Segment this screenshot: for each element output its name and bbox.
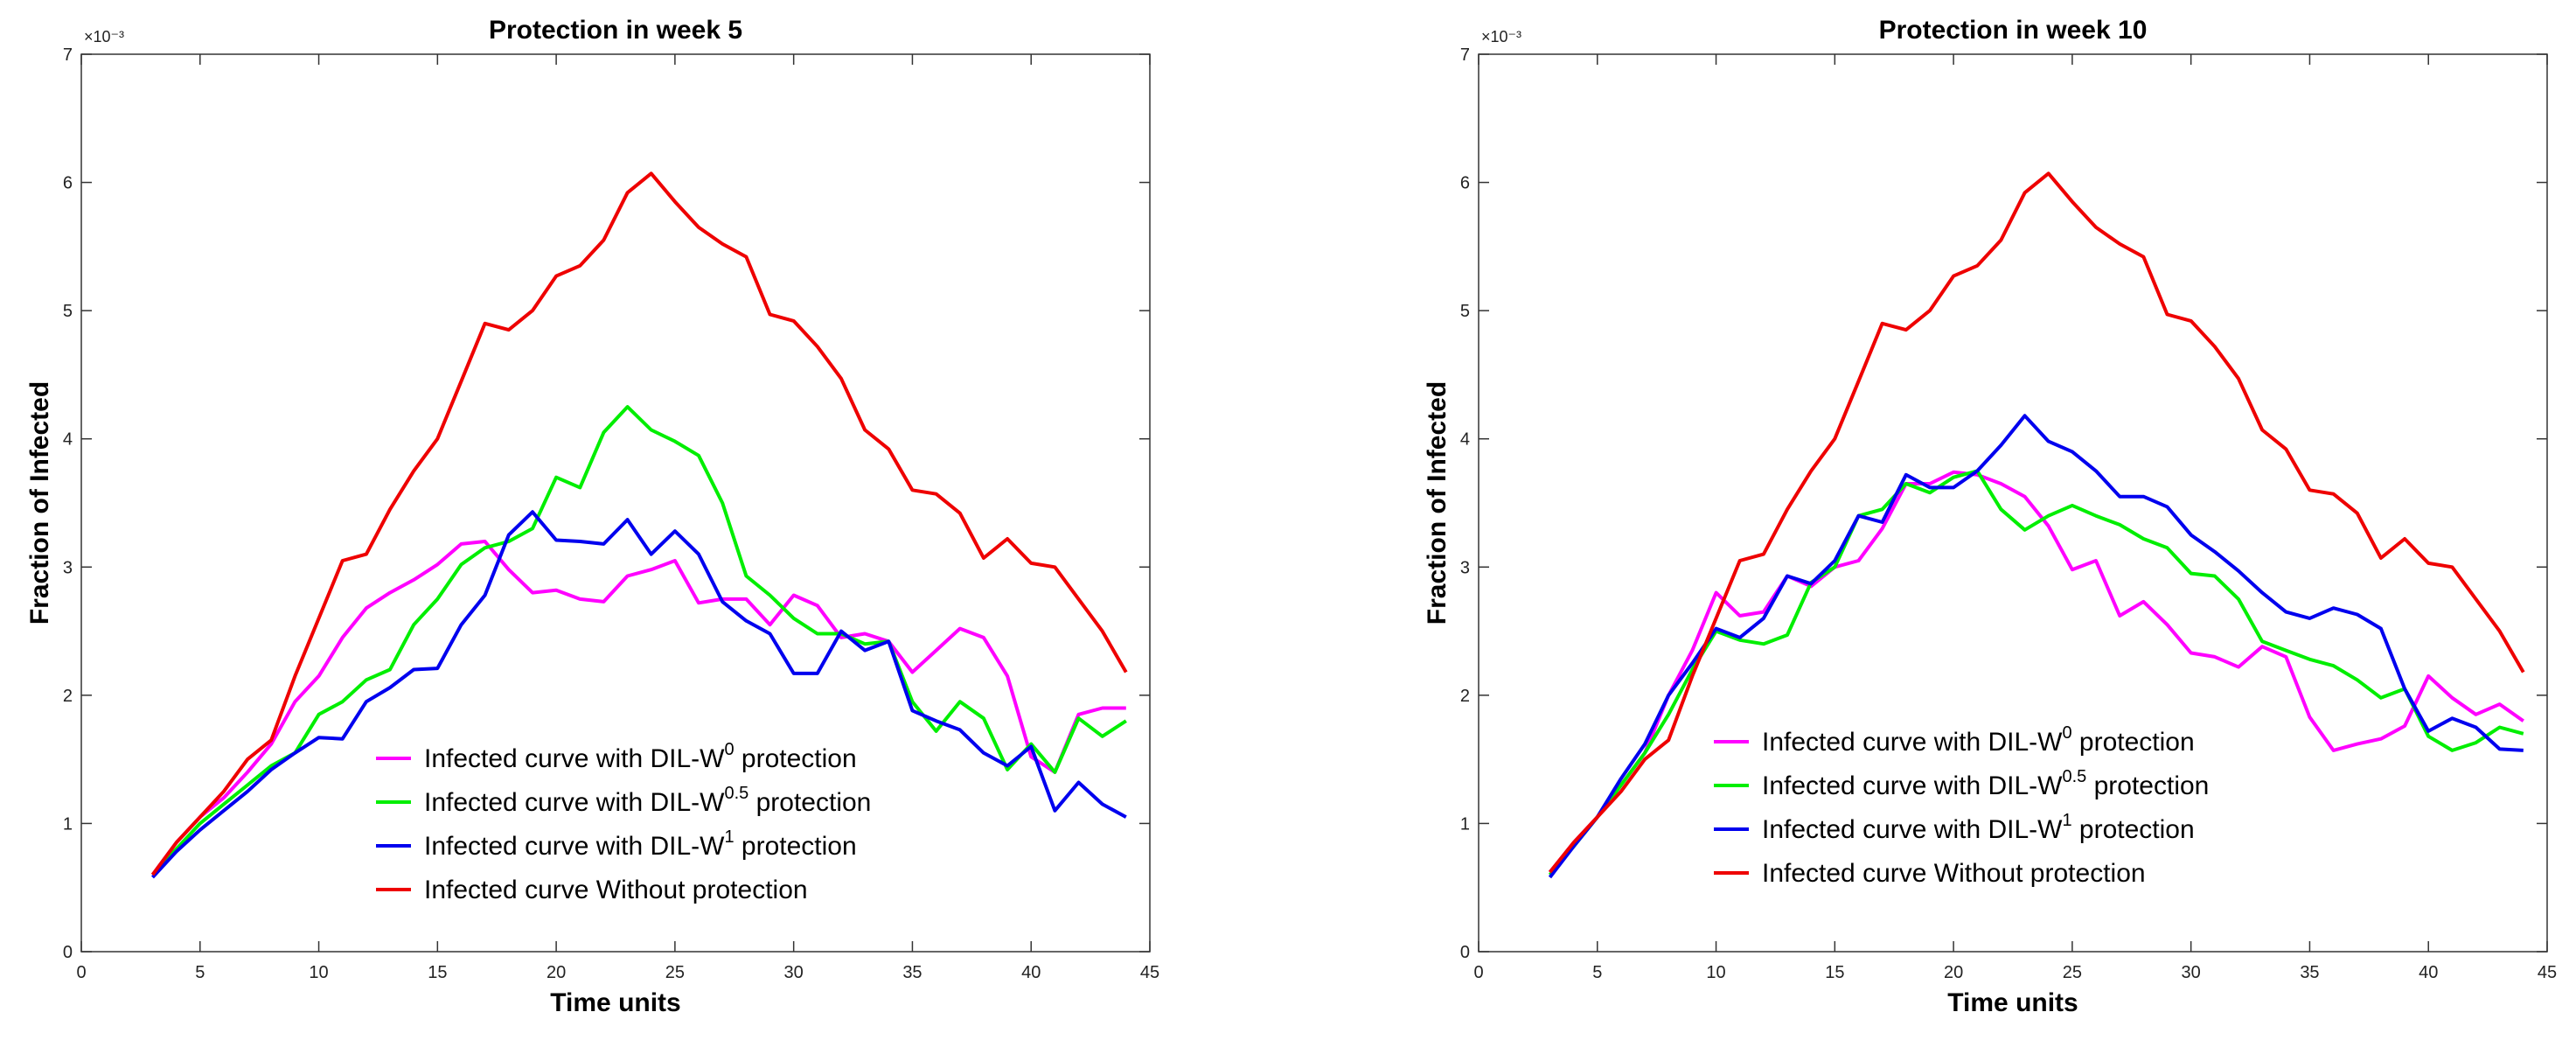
x-tick-label: 30 <box>2182 963 2201 982</box>
x-tick-label: 20 <box>547 963 566 982</box>
legend-entry-base: Infected curve with DIL-W <box>424 832 725 861</box>
series-line-4 <box>150 171 1128 876</box>
x-axis-label: Time units <box>550 988 680 1017</box>
y-tick-label: 7 <box>63 45 73 65</box>
legend-entry-base: Infected curve with DIL-W <box>1762 815 2063 844</box>
legend-entry-sup: 0 <box>724 740 734 759</box>
x-tick-label: 35 <box>902 963 922 982</box>
x-tick-label: 40 <box>2419 963 2438 982</box>
legend-entry-sup: 1 <box>724 827 734 847</box>
legend-entry: Infected curve with DIL-W0 protection <box>424 740 857 773</box>
y-tick-label: 6 <box>63 174 73 193</box>
y-tick-label: 4 <box>63 430 73 450</box>
x-tick-label: 5 <box>195 963 205 982</box>
legend-entry: Infected curve with DIL-W1 protection <box>1762 811 2195 844</box>
chart-title: Protection in week 10 <box>1879 16 2148 45</box>
x-tick-label: 10 <box>1706 963 1725 982</box>
legend-entry: Infected curve with DIL-W1 protection <box>424 827 857 861</box>
legend: Infected curve with DIL-W0 protectionInf… <box>376 740 871 904</box>
legend-entry-base: Infected curve with DIL-W <box>424 744 725 773</box>
x-tick-label: 0 <box>76 963 86 982</box>
y-tick-label: 5 <box>63 302 73 321</box>
x-tick-label: 0 <box>1473 963 1483 982</box>
y-tick-label: 5 <box>1460 302 1470 321</box>
y-axis-label: Fraction of Infected <box>25 381 54 625</box>
legend-entry-sup: 0.5 <box>724 784 748 803</box>
y-tick-label: 3 <box>63 558 73 577</box>
series-line-1 <box>1548 470 2524 874</box>
legend-entry-sup: 0 <box>2062 723 2071 743</box>
legend-entry: Infected curve with DIL-W0.5 protection <box>1762 767 2209 800</box>
series-line-2 <box>1548 469 2524 876</box>
legend-entry-tail: protection <box>2072 728 2195 757</box>
y-tick-label: 1 <box>1460 814 1470 834</box>
y-tick-label: 1 <box>63 814 73 834</box>
x-tick-label: 15 <box>428 963 447 982</box>
y-axis-label: Fraction of Infected <box>1423 381 1452 625</box>
x-tick-label: 45 <box>2538 963 2557 982</box>
y-tick-label: 7 <box>1460 45 1470 65</box>
y-tick-label: 0 <box>1460 943 1470 962</box>
x-tick-label: 5 <box>1592 963 1602 982</box>
legend-entry-sup: 0.5 <box>2062 767 2086 786</box>
x-tick-label: 20 <box>1944 963 1963 982</box>
y-tick-label: 3 <box>1460 558 1470 577</box>
legend-entry-base: Infected curve Without protection <box>424 876 808 904</box>
x-tick-label: 25 <box>665 963 685 982</box>
legend-entry-tail: protection <box>2072 815 2195 844</box>
series-line-2 <box>151 405 1127 876</box>
y-tick-label: 0 <box>63 943 73 962</box>
legend-entry-base: Infected curve with DIL-W <box>424 788 725 817</box>
legend-entry-tail: protection <box>735 744 857 773</box>
x-tick-label: 45 <box>1140 963 1159 982</box>
y-exponent-label: ×10⁻³ <box>1481 28 1521 45</box>
series-line-3 <box>1548 414 2524 879</box>
series-line-1 <box>150 540 1126 876</box>
legend-entry: Infected curve with DIL-W0.5 protection <box>424 784 871 817</box>
legend-entry-tail: protection <box>735 832 857 861</box>
legend-entry-tail: protection <box>748 788 871 817</box>
x-tick-label: 30 <box>784 963 804 982</box>
legend-entry-sup: 1 <box>2062 811 2071 830</box>
chart-title: Protection in week 5 <box>489 16 742 45</box>
series-line-4 <box>1548 171 2525 874</box>
legend-entry-base: Infected curve with DIL-W <box>1762 771 2063 800</box>
x-tick-label: 10 <box>309 963 328 982</box>
y-tick-label: 2 <box>1460 687 1470 706</box>
x-tick-label: 35 <box>2300 963 2319 982</box>
legend-entry: Infected curve Without protection <box>424 876 808 904</box>
x-tick-label: 25 <box>2063 963 2082 982</box>
legend-entry: Infected curve Without protection <box>1762 859 2146 888</box>
x-axis-label: Time units <box>1947 988 2078 1017</box>
plot-area <box>1478 53 2548 953</box>
legend-entry: Infected curve with DIL-W0 protection <box>1762 723 2195 757</box>
legend-entry-base: Infected curve Without protection <box>1762 859 2146 888</box>
series-line-3 <box>151 510 1127 879</box>
y-tick-label: 2 <box>63 687 73 706</box>
legend-entry-tail: protection <box>2086 771 2209 800</box>
y-tick-label: 4 <box>1460 430 1470 450</box>
y-tick-label: 6 <box>1460 174 1470 193</box>
legend: Infected curve with DIL-W0 protectionInf… <box>1714 723 2209 888</box>
legend-entry-base: Infected curve with DIL-W <box>1762 728 2063 757</box>
plot-area <box>80 53 1151 953</box>
y-exponent-label: ×10⁻³ <box>84 28 124 45</box>
x-tick-label: 40 <box>1021 963 1041 982</box>
x-tick-label: 15 <box>1825 963 1844 982</box>
